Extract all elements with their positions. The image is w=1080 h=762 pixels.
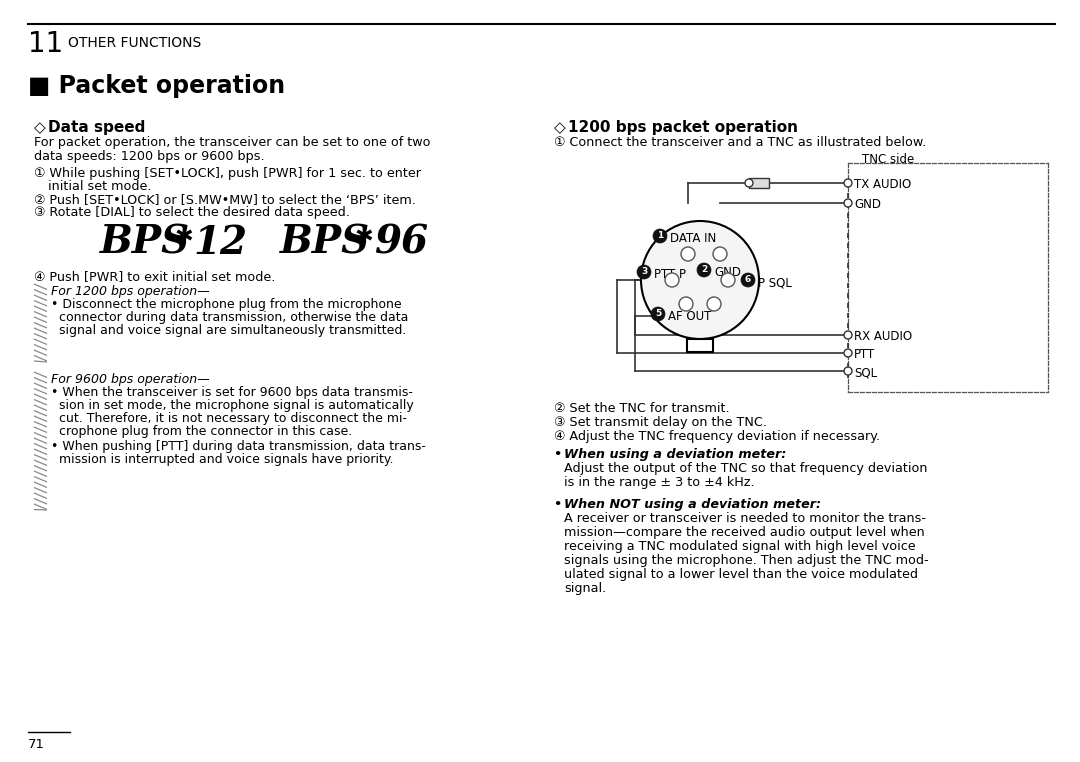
Text: When using a deviation meter:: When using a deviation meter: xyxy=(564,448,786,461)
Text: For 1200 bps operation—: For 1200 bps operation— xyxy=(51,285,210,298)
Circle shape xyxy=(721,273,735,287)
Text: Adjust the output of the TNC so that frequency deviation: Adjust the output of the TNC so that fre… xyxy=(564,462,928,475)
Circle shape xyxy=(665,273,679,287)
Text: signal and voice signal are simultaneously transmitted.: signal and voice signal are simultaneous… xyxy=(51,324,406,337)
Circle shape xyxy=(637,265,651,279)
Text: 11: 11 xyxy=(28,30,64,58)
Text: PTT: PTT xyxy=(854,348,875,361)
Text: ① While pushing [SET•LOCK], push [PWR] for 1 sec. to enter: ① While pushing [SET•LOCK], push [PWR] f… xyxy=(33,167,421,180)
Text: BPS: BPS xyxy=(100,224,190,262)
Text: 5: 5 xyxy=(654,309,661,319)
Circle shape xyxy=(713,247,727,261)
Text: 2: 2 xyxy=(701,265,707,274)
Text: 12: 12 xyxy=(193,224,247,262)
Circle shape xyxy=(843,367,852,375)
Text: ③ Set transmit delay on the TNC.: ③ Set transmit delay on the TNC. xyxy=(554,416,767,429)
Text: TX AUDIO: TX AUDIO xyxy=(854,178,912,191)
Circle shape xyxy=(741,273,755,287)
Circle shape xyxy=(681,247,696,261)
Text: OTHER FUNCTIONS: OTHER FUNCTIONS xyxy=(68,36,201,50)
Text: connector during data transmission, otherwise the data: connector during data transmission, othe… xyxy=(51,311,408,324)
Text: ① Connect the transceiver and a TNC as illustrated below.: ① Connect the transceiver and a TNC as i… xyxy=(554,136,927,149)
Text: data speeds: 1200 bps or 9600 bps.: data speeds: 1200 bps or 9600 bps. xyxy=(33,150,265,163)
Text: SQL: SQL xyxy=(854,366,877,379)
Text: • When the transceiver is set for 9600 bps data transmis-: • When the transceiver is set for 9600 b… xyxy=(51,386,413,399)
Text: ulated signal to a lower level than the voice modulated: ulated signal to a lower level than the … xyxy=(564,568,918,581)
Text: mission—compare the received audio output level when: mission—compare the received audio outpu… xyxy=(564,526,924,539)
Text: signals using the microphone. Then adjust the TNC mod-: signals using the microphone. Then adjus… xyxy=(564,554,929,567)
Text: • Disconnect the microphone plug from the microphone: • Disconnect the microphone plug from th… xyxy=(51,298,402,311)
Text: ◇: ◇ xyxy=(33,120,51,135)
Text: DATA IN: DATA IN xyxy=(670,232,716,245)
Text: mission is interrupted and voice signals have priority.: mission is interrupted and voice signals… xyxy=(51,453,393,466)
Text: 1200 bps packet operation: 1200 bps packet operation xyxy=(568,120,798,135)
Text: TNC side: TNC side xyxy=(862,153,915,166)
Text: 96: 96 xyxy=(374,224,428,262)
Circle shape xyxy=(653,229,667,243)
Text: GND: GND xyxy=(714,266,741,279)
Text: receiving a TNC modulated signal with high level voice: receiving a TNC modulated signal with hi… xyxy=(564,540,916,553)
Text: ② Push [SET•LOCK] or [S.MW•MW] to select the ‘BPS’ item.: ② Push [SET•LOCK] or [S.MW•MW] to select… xyxy=(33,193,416,206)
Circle shape xyxy=(843,331,852,339)
Text: ④ Adjust the TNC frequency deviation if necessary.: ④ Adjust the TNC frequency deviation if … xyxy=(554,430,880,443)
Text: BPS: BPS xyxy=(280,224,370,262)
Text: ■ Packet operation: ■ Packet operation xyxy=(28,74,285,98)
Circle shape xyxy=(651,307,665,321)
Text: ③ Rotate [DIAL] to select the desired data speed.: ③ Rotate [DIAL] to select the desired da… xyxy=(33,206,350,219)
Text: Data speed: Data speed xyxy=(48,120,146,135)
Text: is in the range ± 3 to ±4 kHz.: is in the range ± 3 to ±4 kHz. xyxy=(564,476,755,489)
Bar xyxy=(750,178,769,188)
Text: cut. Therefore, it is not necessary to disconnect the mi-: cut. Therefore, it is not necessary to d… xyxy=(51,412,407,425)
Bar xyxy=(687,339,713,352)
Text: AF OUT: AF OUT xyxy=(669,310,712,323)
Text: • When pushing [PTT] during data transmission, data trans-: • When pushing [PTT] during data transmi… xyxy=(51,440,426,453)
Text: crophone plug from the connector in this case.: crophone plug from the connector in this… xyxy=(51,425,352,438)
Circle shape xyxy=(745,179,753,187)
Circle shape xyxy=(679,297,693,311)
Text: signal.: signal. xyxy=(564,582,606,595)
Text: ◇: ◇ xyxy=(554,120,571,135)
Circle shape xyxy=(843,179,852,187)
Text: RX AUDIO: RX AUDIO xyxy=(854,330,913,343)
Text: When NOT using a deviation meter:: When NOT using a deviation meter: xyxy=(564,498,821,511)
Text: ✱: ✱ xyxy=(175,227,193,247)
Text: 1: 1 xyxy=(657,232,663,241)
Text: ④ Push [PWR] to exit initial set mode.: ④ Push [PWR] to exit initial set mode. xyxy=(33,270,275,283)
Text: •: • xyxy=(554,498,567,511)
Circle shape xyxy=(697,263,711,277)
Ellipse shape xyxy=(642,221,759,339)
Text: PTT P: PTT P xyxy=(654,268,686,281)
Text: P SQL: P SQL xyxy=(758,276,792,289)
Text: 71: 71 xyxy=(28,738,45,751)
Text: A receiver or transceiver is needed to monitor the trans-: A receiver or transceiver is needed to m… xyxy=(564,512,926,525)
Text: initial set mode.: initial set mode. xyxy=(48,180,151,193)
Text: ✱: ✱ xyxy=(355,227,374,247)
Circle shape xyxy=(843,199,852,207)
Text: 6: 6 xyxy=(745,276,751,284)
Circle shape xyxy=(707,297,721,311)
Text: For packet operation, the transceiver can be set to one of two: For packet operation, the transceiver ca… xyxy=(33,136,431,149)
Text: For 9600 bps operation—: For 9600 bps operation— xyxy=(51,373,210,386)
Text: 3: 3 xyxy=(640,267,647,277)
Text: •: • xyxy=(554,448,567,461)
Text: ② Set the TNC for transmit.: ② Set the TNC for transmit. xyxy=(554,402,730,415)
Text: GND: GND xyxy=(854,198,881,211)
Text: sion in set mode, the microphone signal is automatically: sion in set mode, the microphone signal … xyxy=(51,399,414,412)
Circle shape xyxy=(843,349,852,357)
